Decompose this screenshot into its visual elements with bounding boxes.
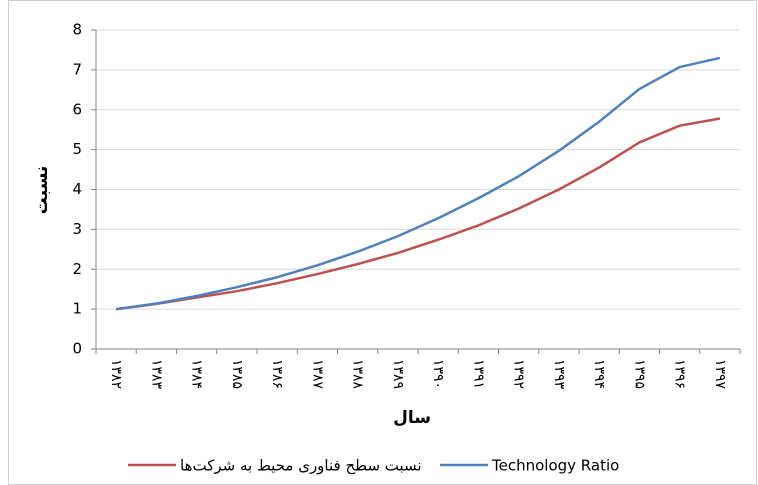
y-tick-label: 0 (72, 340, 82, 358)
x-tick-label: ۱۳۹۷ (712, 359, 728, 390)
x-tick-label: ۱۳۹۱ (470, 359, 486, 389)
x-tick-label: ۱۳۸۴ (189, 359, 205, 389)
y-tick-label: 2 (72, 260, 82, 278)
x-tick-label: ۱۳۹۴ (591, 359, 607, 389)
y-tick-label: 7 (72, 60, 82, 78)
x-tick-label: ۱۳۸۹ (390, 359, 406, 389)
x-tick-label: ۱۳۹۲ (511, 359, 527, 389)
y-tick-label: 8 (72, 21, 82, 39)
x-tick-label: ۱۳۸۳ (148, 359, 164, 390)
x-tick-label: ۱۳۸۸ (350, 359, 366, 390)
series-line (115, 117, 721, 311)
y-tick-label: 6 (72, 100, 82, 118)
y-tick-label: 4 (72, 180, 82, 198)
x-axis-label: سال (393, 408, 431, 428)
x-tick-label: ۱۳۹۳ (551, 359, 567, 390)
y-tick-label: 3 (72, 220, 82, 238)
x-tick-label: ۱۳۹۵ (631, 359, 647, 389)
series-line (115, 56, 721, 311)
y-tick-label: 5 (72, 140, 82, 158)
legend-label: Technology Ratio (491, 457, 619, 475)
x-tick-label: ۱۳۹۶ (672, 359, 688, 389)
y-tick-label: 1 (72, 300, 82, 318)
x-tick-label: ۱۳۸۵ (229, 359, 245, 389)
y-axis-label: نسبت (32, 166, 52, 215)
x-tick-label: ۱۳۸۶ (269, 359, 285, 389)
x-tick-label: ۱۳۹۰ (430, 359, 446, 389)
x-tick-label: ۱۳۸۷ (309, 359, 325, 390)
x-tick-label: ۱۳۸۲ (108, 359, 124, 389)
legend-label: نسبت سطح فناوری محیط به شرکت‌ها (180, 457, 422, 475)
